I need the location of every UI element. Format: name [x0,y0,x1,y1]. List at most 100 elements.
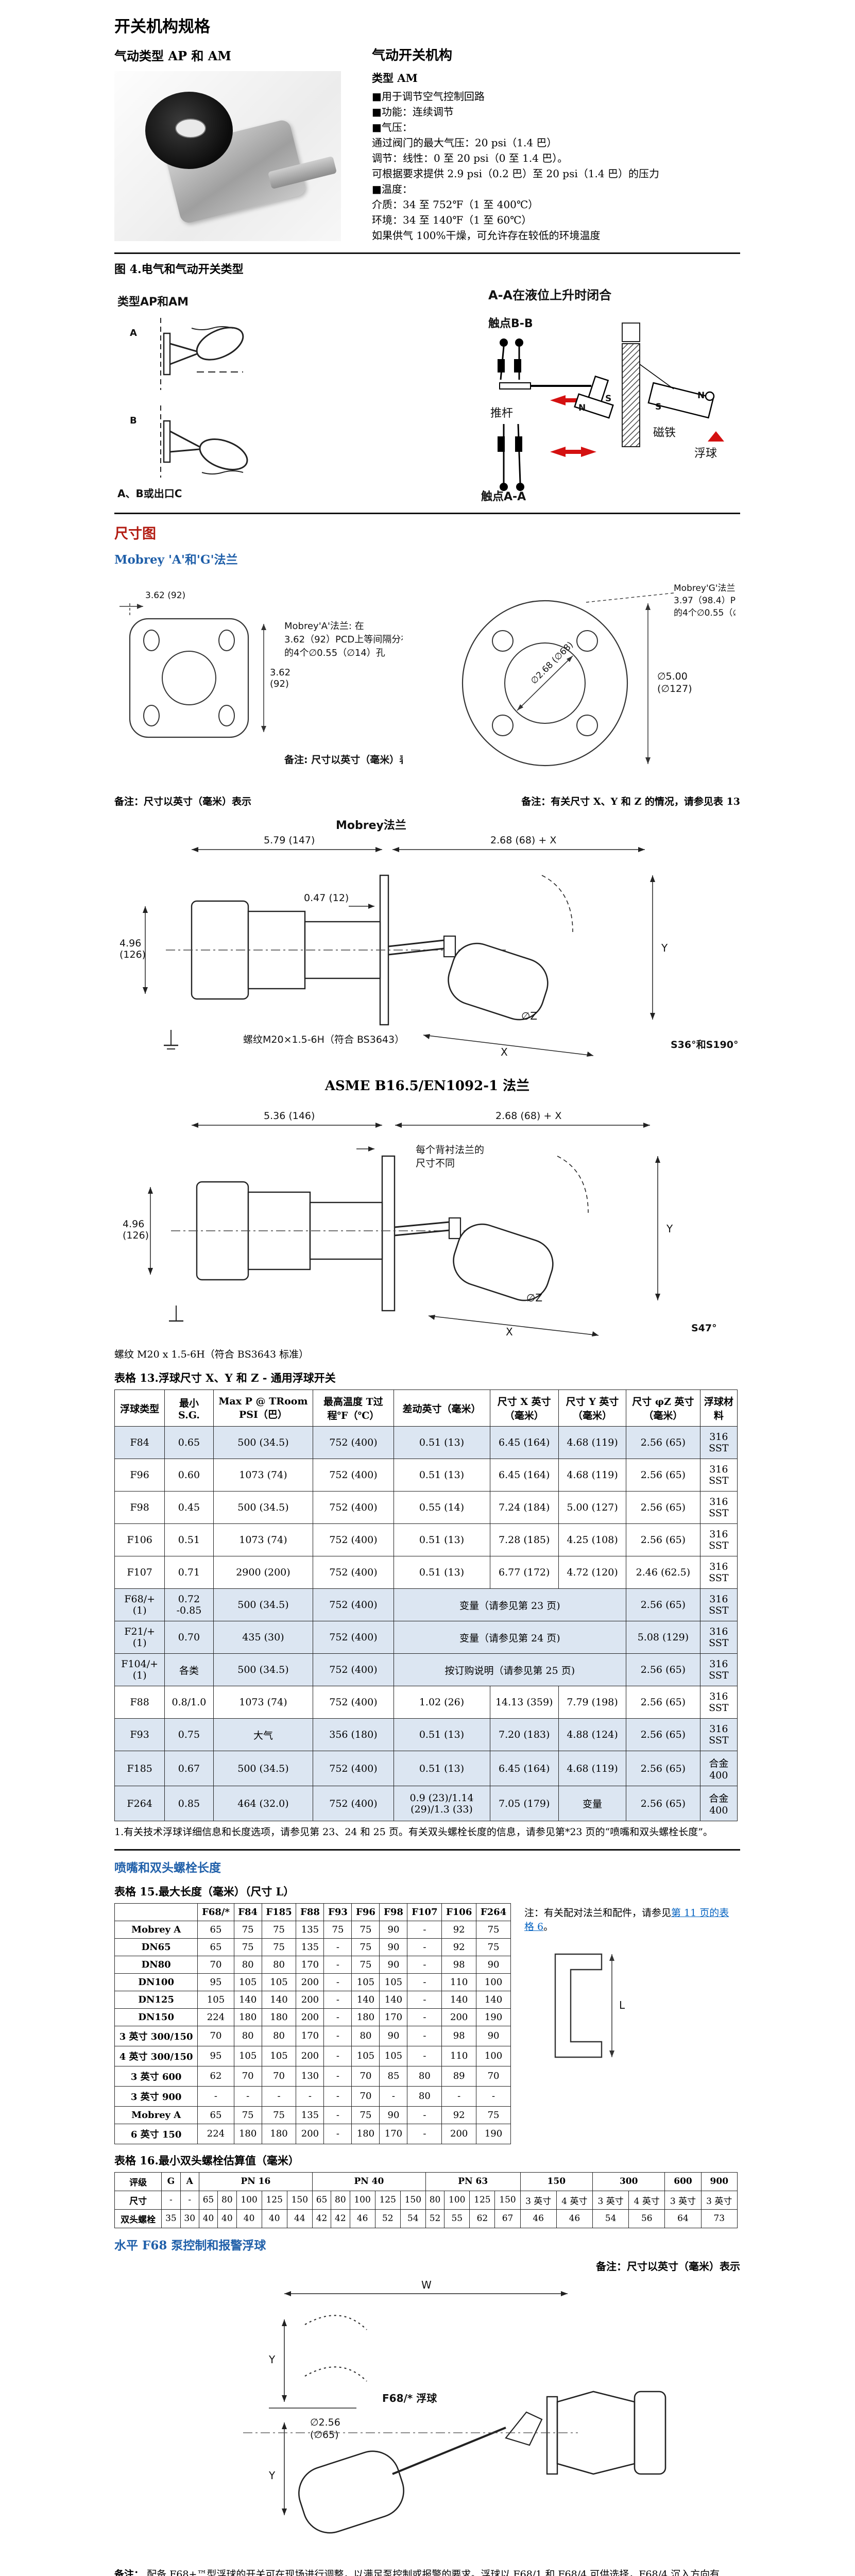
table13-cell: 752 (400) [313,1459,394,1492]
table15-cell: 75 [476,1938,511,1956]
table-row: F185 0.67 500 (34.5) 752 (400) 0.51 (13) 6.45… [114,1751,738,1787]
spec-line: ■功能：连续调节 [372,106,454,118]
dim-l-label: L [619,1999,625,2011]
table13-cell: 500 (34.5) [213,1491,314,1524]
table16-cell: 80 [331,2190,350,2210]
table15-header: F96 [351,1903,380,1921]
table13-cell: 752 (400) [313,1653,394,1687]
table13-cell: 1.02 (26) [393,1686,490,1719]
table15-cell: - [233,2086,262,2107]
table13-cell: 435 (30) [213,1621,314,1654]
svg-text:的4个∅0.55（∅14）孔: 的4个∅0.55（∅14）孔 [674,608,736,618]
table13-header-cell: 尺寸 φZ 英寸（毫米） [626,1389,700,1427]
table15-cell: 140 [351,1990,380,2009]
table16-row-label: 双头螺栓 [114,2209,162,2228]
table15-cell: - [407,2106,442,2124]
table15-cell: 105 [197,1990,234,2009]
table13-cell: 2.56 (65) [626,1459,700,1492]
table13-cell: 变量（请参见第 23 页) [393,1588,627,1622]
table13-cell: F88 [114,1686,165,1719]
table15-header: F84 [233,1903,262,1921]
table13-cell: 2.56 (65) [626,1588,700,1622]
table15-cell: - [197,2086,234,2107]
table15-cell: 85 [379,2065,408,2087]
table13-cell: 大气 [213,1718,314,1752]
table13-cell: 2.56 (65) [626,1426,700,1460]
table15-cell: 105 [233,2045,262,2066]
table13-cell: 752 (400) [313,1426,394,1460]
svg-text:的4个∅0.55（∅14）孔: 的4个∅0.55（∅14）孔 [284,648,385,658]
table13-cell: 1073 (74) [213,1686,314,1719]
table13-cell: 316 SST [699,1556,738,1589]
nozzle-section-heading: 喷嘴和双头螺栓长度 [114,1860,221,1875]
table13-cell: 356 (180) [313,1718,394,1752]
table16-cell: 46 [556,2209,593,2228]
table13-cell: 0.72 -0.85 [164,1588,214,1622]
table15-cell: Mobrey A [114,1920,198,1939]
table13-cell: 6.45 (164) [489,1426,559,1460]
table16-cell: 46 [349,2209,375,2228]
f68-fig-note: 备注：尺寸以英寸（毫米）表示 [596,2260,740,2273]
table15-cell: 90 [379,2106,408,2124]
table16-row-label: 尺寸 [114,2190,162,2210]
table15-cell: - [407,2025,442,2046]
table15-cell: 200 [296,2008,324,2026]
table15-cell: - [407,2008,442,2026]
table15-title: 表格 15.最大长度（毫米）（尺寸 L） [114,1885,295,1898]
table15-cell: 65 [197,1938,234,1956]
table16-group-header: 900 [700,2172,738,2191]
table15-cell: 90 [379,1920,408,1939]
pneumatic-spec-section: 气动类型 AP 和 AM 气动开关机构 类型 AM ■用于调节空气控制回路 ■功能… [114,44,740,243]
table15-cell: - [407,1920,442,1939]
table13-cell: F264 [114,1786,165,1822]
table15-cell: 140 [379,1990,408,2009]
table15-cell: 170 [296,2025,324,2046]
table15-cell: 75 [261,1920,297,1939]
table13-title: 表格 13.浮球尺寸 X、Y 和 Z - 通用浮球开关 [114,1371,336,1385]
table13-cell: 0.51 (13) [393,1556,490,1589]
table6-link[interactable]: 第 11 页的表格 6 [524,1907,729,1933]
flange-a-note: 备注: 尺寸以英寸（毫米）表示 [284,754,403,766]
table15-cell: 105 [261,2045,297,2066]
table15-cell: 190 [476,2008,511,2026]
table16-cell: 44 [286,2209,313,2228]
table15-cell: 92 [441,1938,477,1956]
table15-cell: 80 [407,2065,442,2087]
table13-header-cell: 尺寸 X 英寸（毫米） [489,1389,559,1427]
mechanism-codes-2: S47° [691,1323,717,1334]
table13-header-cell: 浮球材料 [699,1389,738,1427]
figure4-caption: 图 4.电气和气动开关类型 [114,263,244,276]
flange-a-vert-dim: 3.62 [270,667,290,678]
svg-text:A: A [130,328,137,338]
table13-cell: 2.56 (65) [626,1653,700,1687]
dim-2-68-x-2: 2.68 (68) + X [495,1110,561,1122]
table15-cell: 200 [441,2123,477,2144]
table16-cell: 54 [400,2209,426,2228]
table-row: F264 0.85 464 (32.0) 752 (400) 0.9 (23)/1.14… [114,1786,738,1822]
table-row: DN150 224 180 180 200-180 170-200 190 [114,2008,511,2026]
table13-cell: 7.28 (185) [489,1523,559,1557]
table16-cell: 62 [469,2209,495,2228]
table15-cell: 3 英寸 900 [114,2086,198,2107]
table15-cell: 3 英寸 600 [114,2065,198,2087]
table15-cell: - [323,1955,352,1974]
table16-cell: 150 [286,2190,313,2210]
table13-cell: 6.45 (164) [489,1459,559,1492]
table15-cell: 170 [296,1955,324,1974]
table-row: DN125 105 140 140 200-140 140-140 140 [114,1990,511,2009]
table16-cell: 3 英寸 [520,2190,557,2210]
pushrod-label: 推杆 [490,407,513,420]
table15-cell: 180 [261,2123,297,2144]
table13-cell: 752 (400) [313,1786,394,1822]
table15-cell: Mobrey A [114,2106,198,2124]
table15-cell: 170 [379,2008,408,2026]
table15-cell: 95 [197,1973,234,1991]
dim-y1: Y [661,942,668,954]
figure4-left-drawing: 类型AP和AM A B A、B或出口C [117,296,248,500]
dim-4-96-2: 4.96 [123,1218,144,1230]
table16-cell: 3 英寸 [592,2190,629,2210]
table15-cell: - [407,1938,442,1956]
table16-cell: 4 英寸 [628,2190,665,2210]
figure4-left-label: 类型AP和AM [117,296,189,309]
